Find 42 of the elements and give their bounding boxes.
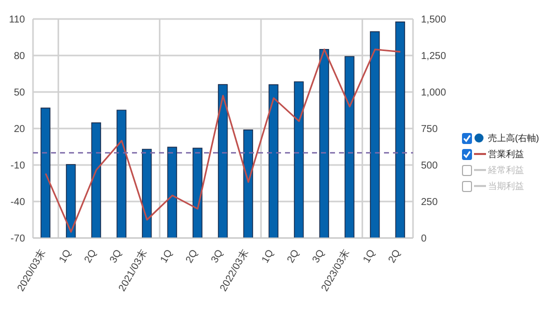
line-series: [44, 48, 402, 233]
y-tick-label: 80: [14, 51, 26, 62]
bar: [40, 108, 50, 238]
y-tick-label: 20: [14, 124, 26, 136]
y-tick-label: 50: [14, 88, 26, 99]
legend-label: 売上高(右軸): [488, 132, 539, 145]
y-tick-label: -70: [10, 234, 26, 245]
x-tick-label: 1Q: [57, 248, 74, 266]
bar: [167, 146, 178, 238]
bar: [116, 110, 126, 238]
bar: [66, 164, 76, 238]
x-tick-label: 1Q: [260, 248, 276, 266]
bar: [268, 84, 278, 238]
bar: [370, 31, 380, 238]
legend-label: 経常利益: [488, 164, 524, 177]
bar: [344, 56, 354, 238]
y-tick-label: -10: [10, 160, 26, 172]
x-tick-label: 2Q: [82, 248, 100, 266]
bar: [395, 22, 406, 238]
x-tick-label: 2Q: [184, 248, 200, 266]
y2-tick-label: 0: [421, 234, 427, 245]
x-tick-label: 1Q: [158, 248, 176, 266]
bar: [218, 84, 228, 238]
y-tick-label: 110: [9, 14, 26, 26]
bar: [142, 148, 152, 238]
y2-tick-label: 250: [421, 197, 438, 208]
bar: [243, 130, 254, 238]
legend-label: 当期利益: [488, 180, 524, 193]
y-tick-label: -40: [10, 197, 26, 208]
y2-tick-label: 1,000: [421, 88, 446, 99]
x-tick-label: 2Q: [285, 248, 302, 266]
legend-label: 営業利益: [488, 148, 524, 161]
y2-tick-label: 1,500: [421, 14, 446, 26]
bar: [294, 81, 304, 238]
x-tick-label: 1Q: [361, 248, 378, 266]
x-tick-label: 2Q: [386, 248, 404, 266]
bar: [91, 122, 102, 238]
y2-tick-label: 750: [421, 124, 438, 136]
bar: [319, 48, 330, 238]
y2-tick-label: 1,250: [421, 51, 446, 62]
y2-tick-label: 500: [421, 160, 438, 172]
bar: [192, 148, 202, 238]
